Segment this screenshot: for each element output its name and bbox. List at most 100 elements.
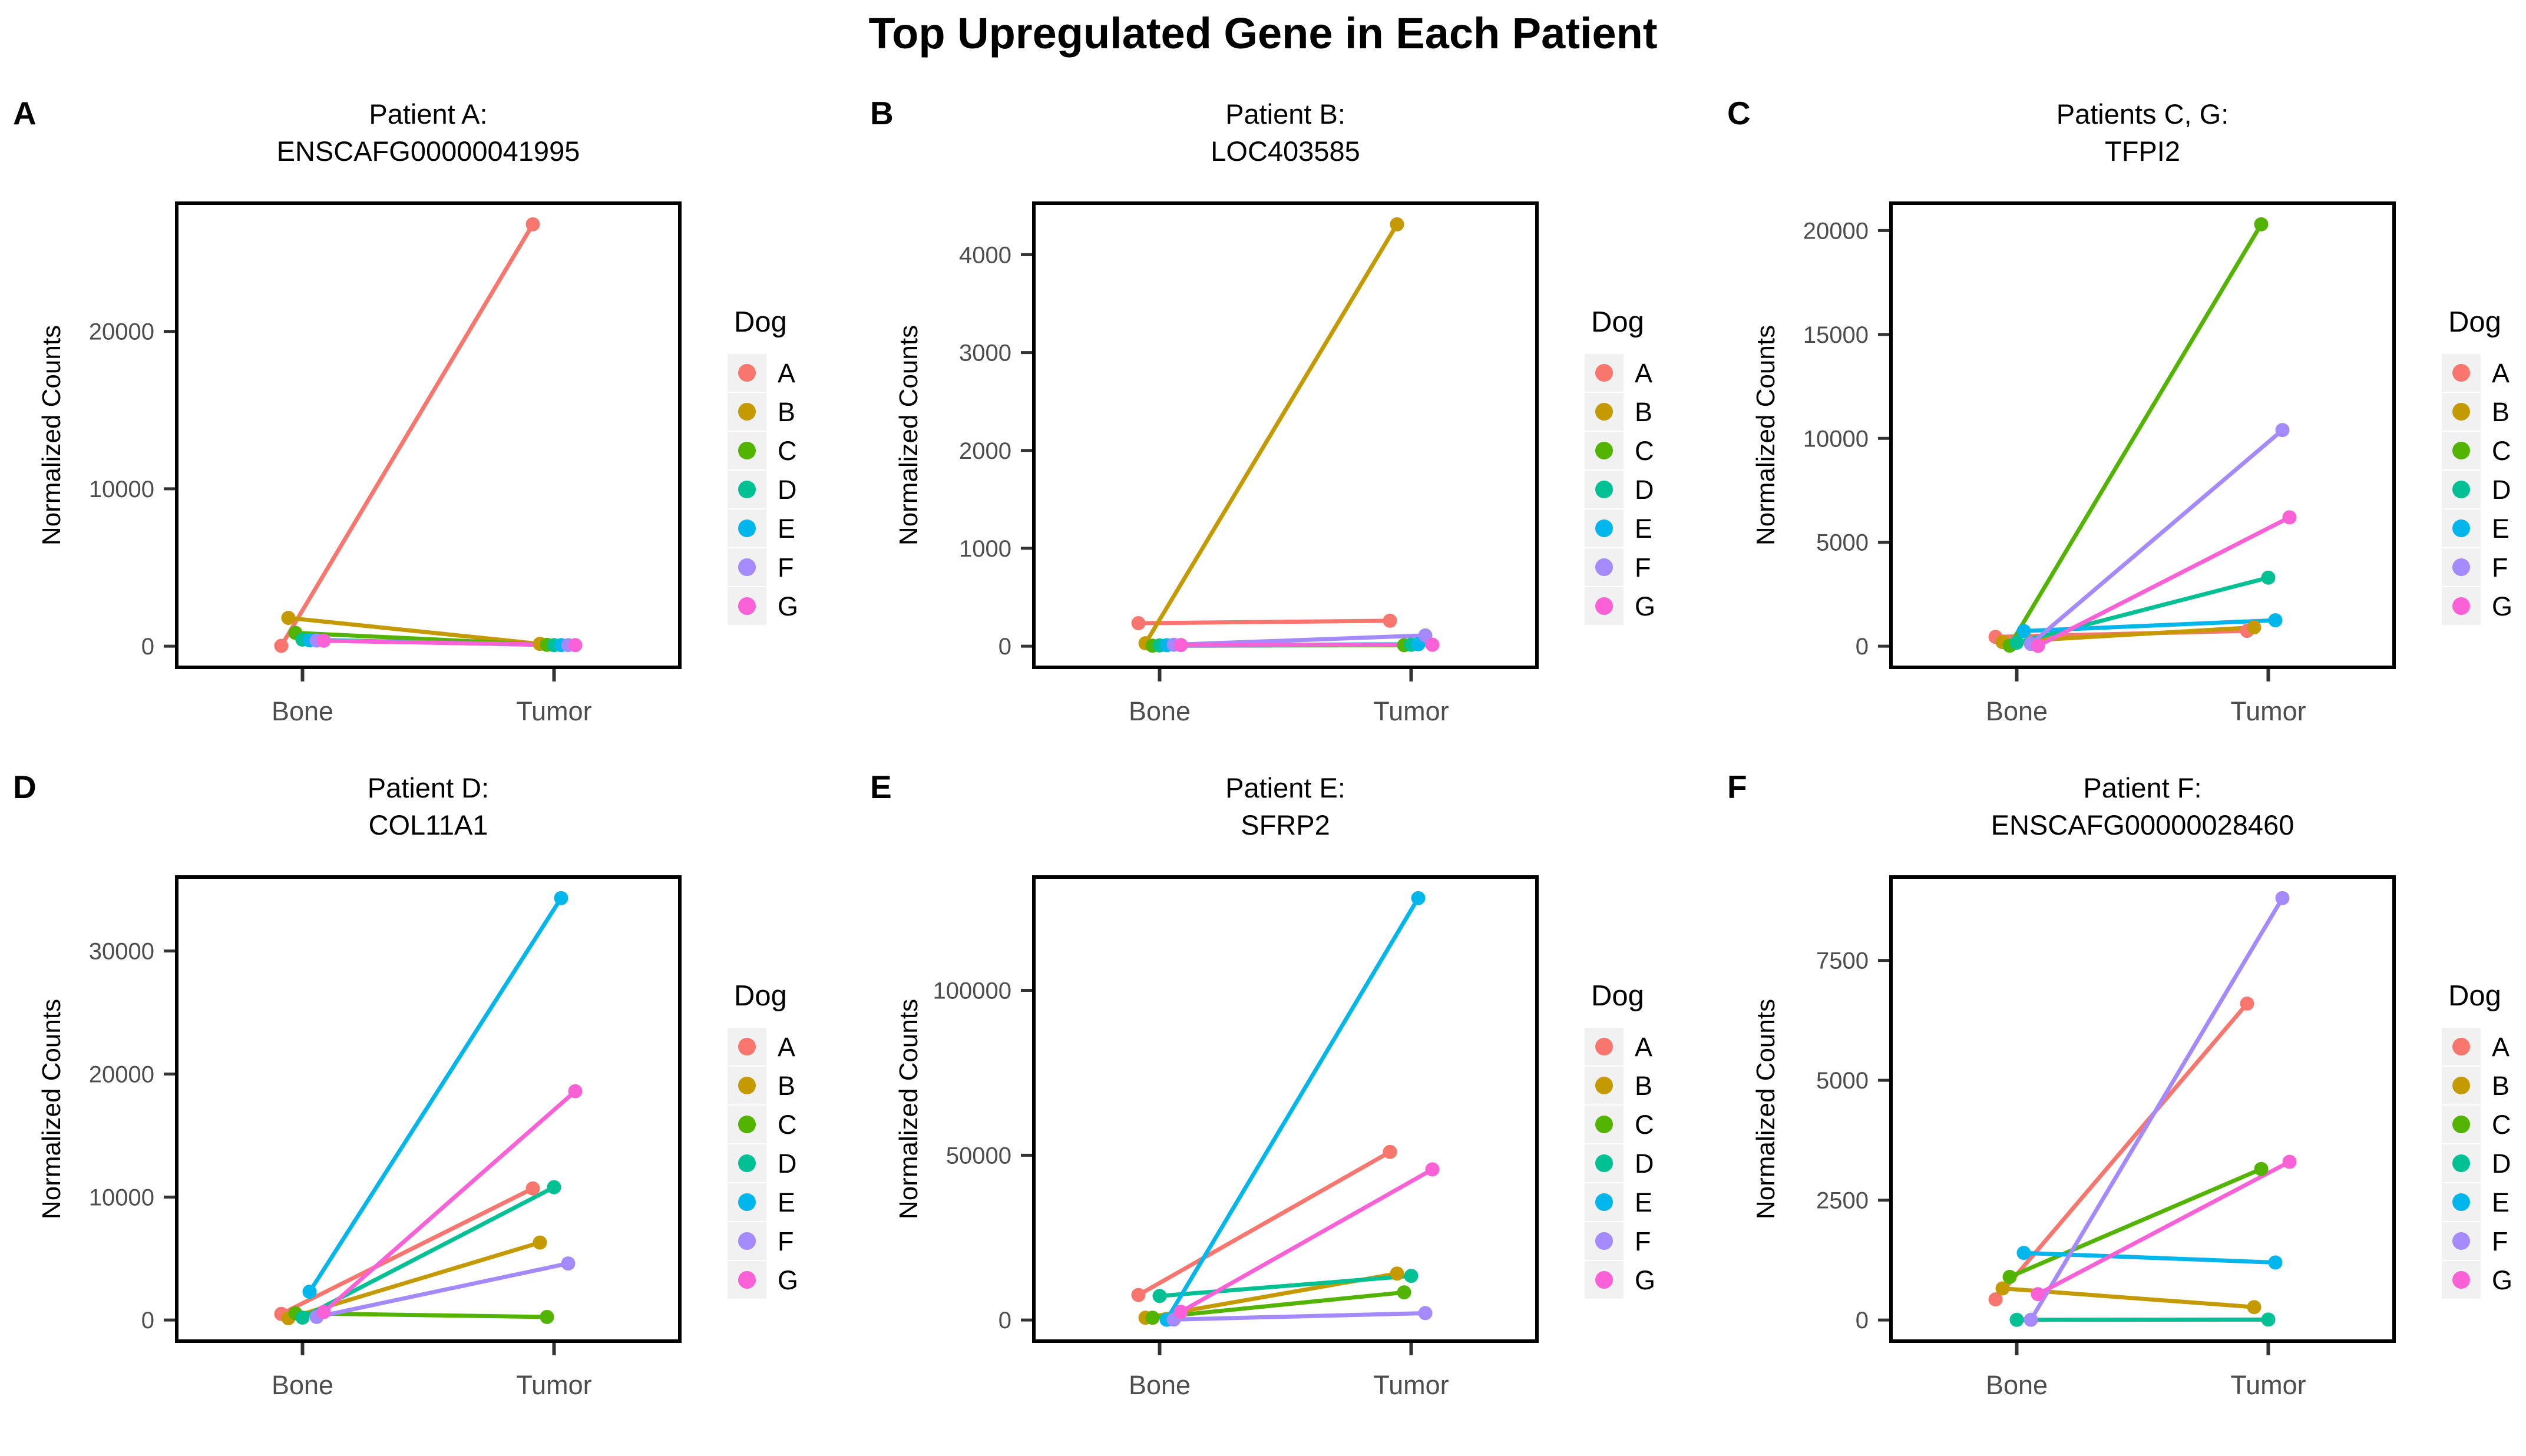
data-point-G-bone [1174,1305,1188,1319]
series-line-F [2031,430,2283,644]
data-point-B-tumor [2247,620,2262,634]
legend-label-D: D [1635,1149,1654,1179]
data-point-F-tumor [2276,891,2290,905]
legend-key-dot-D [1595,1154,1613,1172]
legend-label-G: G [2492,591,2512,621]
y-tick-label: 4000 [959,242,1011,268]
figure-title: Top Upregulated Gene in Each Patient [0,8,2526,58]
legend-label-C: C [1635,1110,1654,1140]
legend-key-dot-A [738,364,756,382]
legend-label-D: D [2492,1149,2511,1179]
legend-label-E: E [778,1187,795,1217]
data-point-A-tumor [526,217,540,231]
legend-key-dot-A [1595,1038,1613,1055]
panel-border [1891,877,2394,1341]
legend-label-B: B [2492,1071,2510,1101]
data-point-E-bone [2017,624,2031,638]
x-tick-label: Tumor [2230,696,2306,726]
legend-key-dot-B [2452,1077,2470,1094]
legend-label-A: A [1635,1032,1652,1062]
data-point-A-tumor [1383,614,1397,628]
legend-key-dot-F [738,558,756,576]
legend-label-D: D [1635,475,1654,505]
data-point-E-bone [2017,1246,2031,1260]
panel-border [1034,203,1537,667]
y-tick-label: 20000 [89,1061,154,1087]
legend-key-dot-B [2452,403,2470,421]
y-tick-label: 20000 [89,319,154,345]
data-point-A-bone [1132,1288,1146,1302]
x-tick-label: Bone [1986,1370,2048,1400]
legend-label-C: C [2492,436,2511,466]
legend-label-G: G [1635,1265,1655,1295]
legend-key-dot-F [1595,558,1613,576]
legend-key-dot-D [2452,1154,2470,1172]
legend-label-A: A [778,358,795,388]
y-tick-label: 0 [999,1308,1011,1333]
legend-key-dot-D [1595,481,1613,498]
series-line-F [1174,1313,1426,1319]
legend-key-dot-G [2452,597,2470,615]
series-line-E [2024,1253,2276,1262]
legend-key-dot-G [2452,1271,2470,1289]
x-tick-label: Tumor [1373,1370,1449,1400]
legend-label-B: B [1635,1071,1652,1101]
data-point-B-tumor [2247,1300,2262,1314]
legend-key-dot-A [2452,364,2470,382]
legend-key-dot-G [1595,597,1613,615]
data-point-D-bone [2010,1313,2024,1327]
legend-label-B: B [778,1071,795,1101]
x-tick-label: Tumor [516,1370,591,1400]
data-point-E-tumor [2269,613,2283,627]
legend-label-B: B [1635,397,1652,427]
y-tick-label: 10000 [89,1184,154,1210]
legend-key-dot-E [2452,1193,2470,1211]
series-line-B [1146,224,1397,643]
data-point-B-tumor [1390,1266,1404,1280]
data-point-B-bone [282,611,296,625]
legend-label-E: E [2492,1187,2510,1217]
y-axis-title: Normalized Counts [1751,999,1780,1219]
y-axis-title: Normalized Counts [894,325,923,545]
legend-key-dot-A [738,1038,756,1055]
legend-key-dot-C [1595,442,1613,459]
data-point-D-tumor [1404,1269,1419,1283]
legend-label-C: C [778,436,797,466]
legend-key-dot-F [738,1232,756,1250]
series-line-E [310,898,561,1292]
legend-label-F: F [1635,1226,1651,1256]
data-point-C-tumor [2254,1162,2269,1176]
legend-label-F: F [2492,1226,2508,1256]
legend-label-F: F [1635,552,1651,583]
panel-border [1891,203,2394,667]
legend-key-dot-C [2452,442,2470,459]
data-point-G-tumor [1426,1162,1440,1176]
legend-label-G: G [2492,1265,2512,1295]
x-tick-label: Tumor [1373,696,1449,726]
legend-label-D: D [778,1149,797,1179]
legend-key-dot-A [1595,364,1613,382]
data-point-G-tumor [2283,1155,2297,1169]
data-point-D-tumor [547,1180,561,1194]
legend-label-G: G [778,1265,798,1295]
data-point-A-tumor [526,1182,540,1196]
y-tick-label: 2500 [1816,1188,1869,1214]
legend-key-dot-G [738,1271,756,1289]
y-axis-title: Normalized Counts [37,325,66,545]
data-point-E-tumor [1411,891,1426,905]
data-point-A-tumor [2240,997,2254,1011]
legend-key-dot-D [738,1154,756,1172]
data-point-D-tumor [2262,1312,2276,1326]
panel-border [177,203,680,667]
series-line-E [1167,898,1419,1320]
legend-title: Dog [2448,306,2501,338]
legend-key-dot-A [2452,1038,2470,1055]
series-line-A [1139,1152,1390,1295]
legend-key-dot-B [738,1077,756,1094]
legend-label-E: E [778,514,795,544]
